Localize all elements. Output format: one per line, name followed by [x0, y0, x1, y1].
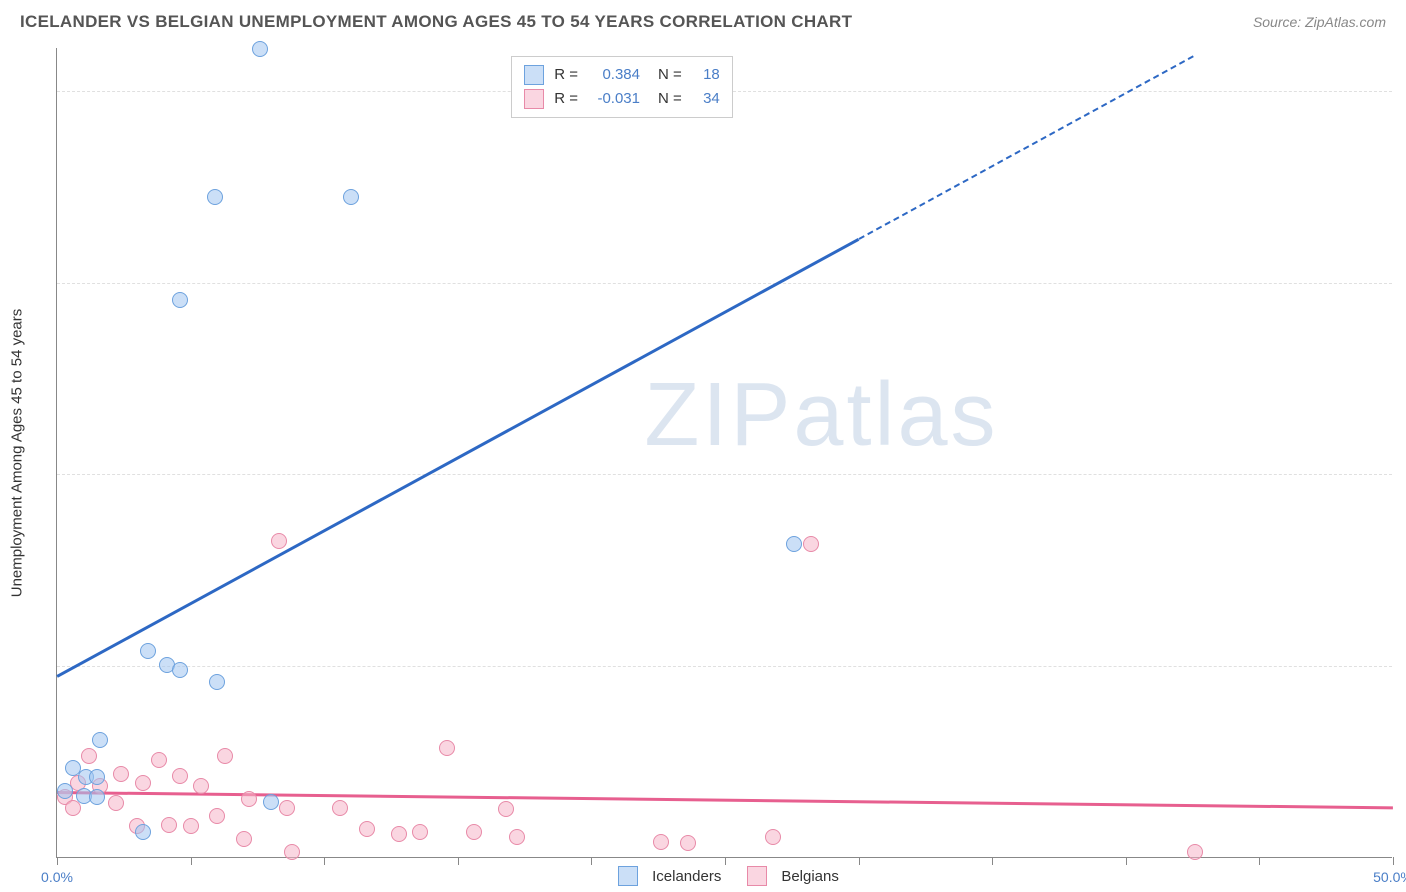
data-point [803, 536, 819, 552]
data-point [271, 533, 287, 549]
data-point [343, 189, 359, 205]
n-label: N = [658, 63, 682, 87]
legend-item: Icelanders [618, 866, 721, 886]
n-label: N = [658, 87, 682, 111]
data-point [391, 826, 407, 842]
data-point [217, 748, 233, 764]
data-point [263, 794, 279, 810]
x-tick [1259, 857, 1260, 865]
trend-line [858, 56, 1193, 240]
legend-label: Belgians [781, 868, 839, 885]
data-point [332, 800, 348, 816]
correlation-box: R = 0.384 N = 18 R = -0.031 N = 34 [511, 56, 733, 118]
data-point [252, 41, 268, 57]
data-point [183, 818, 199, 834]
plot-region: Unemployment Among Ages 45 to 54 years Z… [56, 48, 1392, 858]
data-point [151, 752, 167, 768]
data-point [57, 783, 73, 799]
data-point [92, 732, 108, 748]
r-label: R = [554, 87, 578, 111]
grid-line [57, 474, 1392, 475]
x-tick [591, 857, 592, 865]
chart-area: Unemployment Among Ages 45 to 54 years Z… [56, 48, 1392, 858]
series-swatch [524, 65, 544, 85]
x-tick [1126, 857, 1127, 865]
data-point [161, 817, 177, 833]
x-tick [191, 857, 192, 865]
x-tick-label: 0.0% [41, 869, 73, 885]
series-swatch [524, 89, 544, 109]
data-point [193, 778, 209, 794]
data-point [140, 643, 156, 659]
y-axis-label: Unemployment Among Ages 45 to 54 years [9, 308, 26, 597]
data-point [279, 800, 295, 816]
data-point [209, 674, 225, 690]
trend-line [57, 791, 1393, 809]
legend-swatch [618, 866, 638, 886]
data-point [498, 801, 514, 817]
data-point [81, 748, 97, 764]
legend-item: Belgians [747, 866, 839, 886]
data-point [209, 808, 225, 824]
x-tick [57, 857, 58, 865]
data-point [207, 189, 223, 205]
data-point [1187, 844, 1203, 860]
legend-swatch [747, 866, 767, 886]
data-point [89, 789, 105, 805]
x-tick-label: 50.0% [1373, 869, 1406, 885]
n-value: 18 [690, 63, 720, 87]
source-label: Source: ZipAtlas.com [1253, 14, 1386, 30]
data-point [359, 821, 375, 837]
data-point [509, 829, 525, 845]
data-point [439, 740, 455, 756]
correlation-row: R = -0.031 N = 34 [524, 87, 720, 111]
r-label: R = [554, 63, 578, 87]
x-tick [324, 857, 325, 865]
data-point [135, 775, 151, 791]
data-point [89, 769, 105, 785]
page-title: ICELANDER VS BELGIAN UNEMPLOYMENT AMONG … [20, 12, 852, 32]
data-point [108, 795, 124, 811]
data-point [172, 292, 188, 308]
x-tick [725, 857, 726, 865]
data-point [113, 766, 129, 782]
x-tick [458, 857, 459, 865]
n-value: 34 [690, 87, 720, 111]
data-point [236, 831, 252, 847]
r-value: 0.384 [586, 63, 640, 87]
legend: Icelanders Belgians [618, 866, 839, 886]
correlation-row: R = 0.384 N = 18 [524, 63, 720, 87]
legend-label: Icelanders [652, 868, 721, 885]
data-point [786, 536, 802, 552]
data-point [466, 824, 482, 840]
data-point [284, 844, 300, 860]
x-tick [1393, 857, 1394, 865]
grid-line [57, 666, 1392, 667]
data-point [172, 662, 188, 678]
x-tick [859, 857, 860, 865]
r-value: -0.031 [586, 87, 640, 111]
x-tick [992, 857, 993, 865]
data-point [241, 791, 257, 807]
data-point [135, 824, 151, 840]
watermark: ZIPatlas [644, 364, 998, 467]
grid-line [57, 283, 1392, 284]
data-point [680, 835, 696, 851]
data-point [412, 824, 428, 840]
data-point [172, 768, 188, 784]
data-point [653, 834, 669, 850]
data-point [765, 829, 781, 845]
